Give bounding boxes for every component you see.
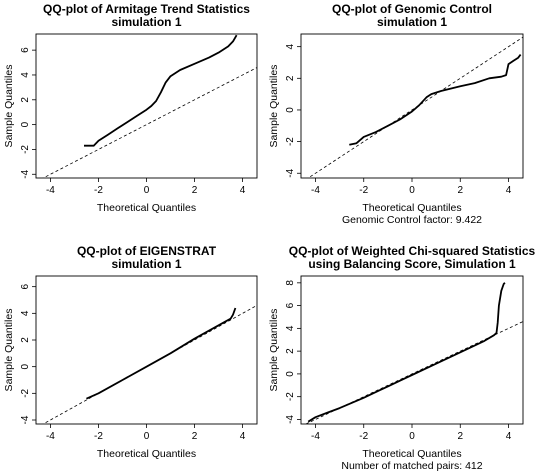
x-axis-label: Theoretical Quantiles — [362, 448, 461, 460]
x-tick-label: 2 — [457, 185, 463, 196]
sample-quantile-series — [307, 282, 506, 423]
y-tick-label: -4 — [20, 415, 31, 424]
chart-title-line-1: QQ-plot of Weighted Chi-squared Statisti… — [289, 244, 536, 258]
y-tick-label: 4 — [285, 43, 296, 49]
x-tick-label: -2 — [94, 431, 103, 442]
y-tick-label: 6 — [20, 283, 31, 289]
y-tick-label: 4 — [20, 72, 31, 78]
x-tick-label: -4 — [46, 431, 55, 442]
x-tick-label: -4 — [311, 185, 320, 196]
x-tick-label: -2 — [359, 185, 368, 196]
chart-title-line-2: simulation 1 — [111, 15, 181, 29]
x-tick-label: 0 — [409, 185, 415, 196]
chart-note: Number of matched pairs: 412 — [341, 460, 482, 472]
y-tick-label: 0 — [20, 121, 31, 127]
y-axis-label: Sample Quantiles — [3, 65, 15, 148]
sample-quantile-series — [349, 54, 522, 146]
qq-panel-1: QQ-plot of Armitage Trend Statisticssimu… — [3, 2, 258, 214]
sample-quantile-series — [86, 307, 237, 400]
y-tick-label: -2 — [20, 145, 31, 154]
y-tick-label: 8 — [285, 280, 296, 286]
qq-panel-4: QQ-plot of Weighted Chi-squared Statisti… — [268, 244, 536, 472]
y-axis-label: Sample Quantiles — [268, 309, 280, 392]
chart-title-line-2: simulation 1 — [377, 15, 447, 29]
chart-title-line-2: using Balancing Score, Simulation 1 — [308, 257, 516, 271]
y-tick-label: -2 — [20, 388, 31, 397]
y-tick-label: 4 — [285, 325, 296, 331]
reference-line — [42, 304, 257, 424]
y-tick-label: 6 — [20, 47, 31, 53]
x-tick-label: -4 — [46, 185, 55, 196]
y-axis-label: Sample Quantiles — [268, 65, 280, 148]
y-tick-label: 6 — [285, 302, 296, 308]
x-axis-label: Theoretical Quantiles — [362, 202, 461, 214]
x-axis-label: Theoretical Quantiles — [97, 448, 196, 460]
x-tick-label: 0 — [409, 431, 415, 442]
x-tick-label: 2 — [192, 431, 198, 442]
y-axis-label: Sample Quantiles — [3, 309, 15, 392]
y-tick-label: 2 — [285, 75, 296, 81]
reference-line — [42, 67, 257, 178]
y-tick-label: 2 — [20, 97, 31, 103]
x-tick-label: 2 — [192, 185, 198, 196]
y-tick-label: 4 — [20, 310, 31, 316]
x-tick-label: 4 — [240, 431, 246, 442]
x-axis-label: Theoretical Quantiles — [97, 202, 196, 214]
plot-frame — [35, 33, 258, 179]
y-tick-label: -4 — [285, 415, 296, 424]
sample-quantile-series — [84, 34, 238, 147]
x-tick-label: 0 — [144, 185, 150, 196]
chart-title-line-1: QQ-plot of Armitage Trend Statistics — [43, 2, 250, 16]
x-tick-label: -2 — [359, 431, 368, 442]
x-tick-label: -4 — [311, 431, 320, 442]
x-tick-label: 4 — [240, 185, 246, 196]
chart-title-line-1: QQ-plot of Genomic Control — [332, 2, 492, 16]
y-tick-label: -4 — [285, 168, 296, 177]
y-tick-label: -4 — [20, 169, 31, 178]
plot-frame — [300, 275, 524, 425]
y-tick-label: 2 — [20, 337, 31, 343]
y-tick-label: -2 — [285, 137, 296, 146]
chart-title-line-1: QQ-plot of EIGENSTRAT — [77, 244, 217, 258]
chart-note: Genomic Control factor: 9.422 — [342, 214, 482, 226]
plot-frame — [300, 33, 524, 179]
y-tick-label: 2 — [285, 348, 296, 354]
y-tick-label: 0 — [285, 371, 296, 377]
plot-frame — [35, 275, 258, 425]
y-tick-label: 0 — [20, 363, 31, 369]
x-tick-label: -2 — [94, 185, 103, 196]
x-tick-label: 4 — [506, 431, 512, 442]
y-tick-label: -2 — [285, 392, 296, 401]
y-tick-label: 0 — [285, 107, 296, 113]
reference-line — [307, 36, 523, 178]
x-tick-label: 2 — [457, 431, 463, 442]
x-tick-label: 4 — [506, 185, 512, 196]
chart-title-line-2: simulation 1 — [111, 257, 181, 271]
x-tick-label: 0 — [144, 431, 150, 442]
